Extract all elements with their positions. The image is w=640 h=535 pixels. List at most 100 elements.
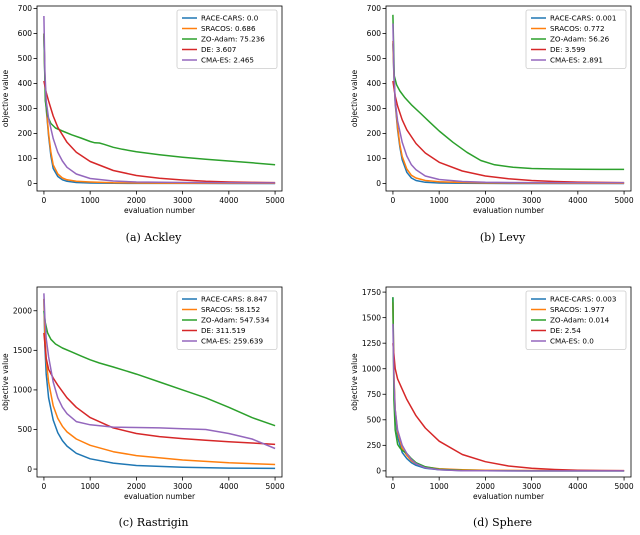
- legend-entry-sracos: SRACOS: 1.977: [550, 305, 605, 314]
- y-tick-label: 400: [367, 79, 382, 88]
- y-tick-label: 0: [27, 179, 32, 188]
- legend-entry-cma-es: CMA-ES: 2.465: [201, 56, 254, 65]
- y-tick-label: 400: [18, 79, 33, 88]
- x-axis-label: evaluation number: [473, 206, 545, 215]
- legend-box: [176, 290, 278, 350]
- caption: (a) Ackley: [126, 231, 182, 244]
- legend-entry-sracos: SRACOS: 58.152: [201, 305, 260, 314]
- x-tick-label: 4000: [568, 482, 587, 491]
- legend-entry-de: DE: 311.519: [201, 326, 246, 335]
- x-tick-label: 5000: [266, 482, 285, 491]
- x-axis-label: evaluation number: [124, 206, 196, 215]
- x-tick-label: 2000: [127, 196, 146, 205]
- x-tick-label: 5000: [615, 482, 634, 491]
- y-tick-label: 500: [18, 54, 33, 63]
- y-tick-label: 500: [18, 425, 33, 434]
- y-axis-label: objective value: [1, 70, 10, 128]
- series-line-zo-adam: [43, 310, 276, 427]
- series-line-de: [392, 80, 625, 184]
- legend-entry-zo-adam: ZO-Adam: 75.236: [201, 35, 265, 44]
- series-line-race-cars: [43, 298, 276, 470]
- x-tick-label: 1000: [430, 482, 449, 491]
- series-line-cma-es: [43, 293, 276, 450]
- y-tick-label: 1500: [13, 346, 32, 355]
- x-tick-label: 0: [42, 482, 47, 491]
- x-tick-label: 1000: [81, 482, 100, 491]
- y-tick-label: 600: [18, 29, 33, 38]
- y-tick-label: 600: [367, 29, 382, 38]
- y-tick-label: 0: [27, 465, 32, 474]
- x-tick-label: 0: [42, 196, 47, 205]
- x-tick-label: 4000: [568, 196, 587, 205]
- x-tick-label: 2000: [476, 196, 495, 205]
- y-tick-label: 200: [367, 129, 382, 138]
- caption: (d) Sphere: [473, 516, 532, 529]
- x-tick-label: 4000: [219, 482, 238, 491]
- x-tick-label: 1000: [430, 196, 449, 205]
- y-axis-label: objective value: [1, 353, 10, 411]
- legend-entry-sracos: SRACOS: 0.686: [201, 24, 256, 33]
- series-line-sracos: [43, 298, 276, 466]
- axes-frame: [385, 5, 632, 192]
- x-tick-label: 5000: [266, 196, 285, 205]
- legend-entry-de: DE: 3.607: [201, 45, 236, 54]
- x-tick-label: 2000: [127, 482, 146, 491]
- series-line-cma-es: [392, 23, 625, 184]
- y-tick-label: 2000: [13, 306, 32, 315]
- legend-entry-sracos: SRACOS: 0.772: [550, 24, 605, 33]
- legend-entry-zo-adam: ZO-Adam: 0.014: [550, 316, 610, 325]
- y-tick-label: 700: [367, 4, 382, 13]
- series-line-de: [43, 80, 276, 184]
- legend-entry-race-cars: RACE-CARS: 8.847: [201, 295, 267, 304]
- series-line-cma-es: [43, 15, 276, 184]
- caption: (c) Rastrigin: [119, 516, 189, 529]
- y-tick-label: 1000: [362, 364, 381, 373]
- y-tick-label: 1500: [362, 313, 381, 322]
- series-line-de: [43, 332, 276, 446]
- x-tick-label: 3000: [522, 196, 541, 205]
- y-tick-label: 1750: [362, 288, 381, 297]
- legend-entry-cma-es: CMA-ES: 259.639: [201, 337, 264, 346]
- y-tick-label: 500: [367, 54, 382, 63]
- chart-sphere: 0 1000 2000 3000 4000 5000 0 250 500 750 1000 1250 1…: [350, 286, 634, 529]
- legend-entry-race-cars: RACE-CARS: 0.001: [550, 14, 616, 23]
- caption: (b) Levy: [480, 231, 526, 244]
- x-tick-label: 0: [391, 196, 396, 205]
- x-tick-label: 2000: [476, 482, 495, 491]
- y-tick-label: 700: [18, 4, 33, 13]
- legend-entry-race-cars: RACE-CARS: 0.0: [201, 14, 259, 23]
- legend-entry-de: DE: 3.599: [550, 45, 586, 54]
- series-line-sracos: [43, 33, 276, 185]
- series-line-de: [392, 343, 625, 472]
- series-line-cma-es: [392, 323, 625, 472]
- series-line-zo-adam: [392, 14, 625, 171]
- axes-frame: [36, 5, 283, 192]
- chart-levy: 0 1000 2000 3000 4000 5000 0 100 200 300 400 500 600…: [350, 4, 634, 244]
- y-tick-label: 1000: [13, 386, 32, 395]
- legend-entry-de: DE: 2.54: [550, 326, 581, 335]
- legend-entry-cma-es: CMA-ES: 0.0: [550, 337, 594, 346]
- x-tick-label: 5000: [615, 196, 634, 205]
- y-tick-label: 200: [18, 129, 33, 138]
- x-tick-label: 4000: [219, 196, 238, 205]
- y-tick-label: 1250: [362, 339, 381, 348]
- legend-box: [525, 290, 627, 350]
- y-axis-label: objective value: [350, 70, 359, 128]
- y-tick-label: 100: [18, 154, 33, 163]
- x-axis-label: evaluation number: [124, 492, 196, 501]
- legend-entry-zo-adam: ZO-Adam: 547.534: [201, 316, 270, 325]
- axes-frame: [385, 286, 632, 478]
- chart-rastrigin: 0 1000 2000 3000 4000 50000500100015002000eva…: [1, 286, 285, 529]
- legend-box: [176, 9, 278, 69]
- x-tick-label: 3000: [173, 482, 192, 491]
- y-tick-label: 300: [18, 104, 33, 113]
- y-tick-label: 500: [367, 415, 382, 424]
- axes-frame: [36, 286, 283, 478]
- x-axis-label: evaluation number: [473, 492, 545, 501]
- x-tick-label: 3000: [522, 482, 541, 491]
- y-tick-label: 100: [367, 154, 382, 163]
